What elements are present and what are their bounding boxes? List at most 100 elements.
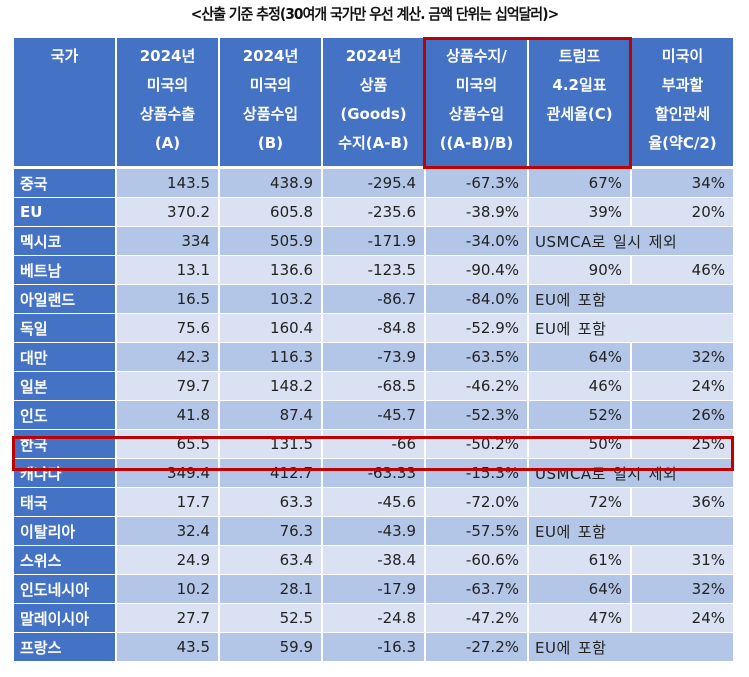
- country-cell: 프랑스: [14, 632, 117, 662]
- header-line: 국가: [50, 47, 79, 65]
- note-cell: EU에 포함: [527, 516, 735, 546]
- balance-cell: -84.8: [321, 313, 426, 343]
- exports-cell: 79.7: [115, 371, 220, 401]
- balance-cell: -24.8: [321, 603, 426, 633]
- ratio-cell: -67.3%: [424, 167, 529, 198]
- table-row: 멕시코 334 505.9 -171.9 -34.0% USMCA로 일시 제외: [14, 226, 735, 256]
- imports-cell: 59.9: [218, 632, 323, 662]
- balance-cell: -123.5: [321, 255, 426, 285]
- discount-tariff-cell: 26%: [630, 400, 735, 430]
- balance-cell: -16.3: [321, 632, 426, 662]
- exports-cell: 334: [115, 226, 220, 256]
- balance-cell: -38.4: [321, 545, 426, 575]
- note-word: 포함: [577, 522, 607, 541]
- exports-cell: 75.6: [115, 313, 220, 343]
- ratio-cell: -50.2%: [424, 429, 529, 459]
- note-word: USMCA로: [535, 464, 606, 483]
- tariff-cell: 64%: [527, 574, 632, 604]
- note-cell: EU에 포함: [527, 313, 735, 343]
- country-cell: 스위스: [14, 545, 117, 575]
- table-row: 인도네시아 10.2 28.1 -17.9 -63.7% 64% 32%: [14, 574, 735, 604]
- ratio-cell: -15.3%: [424, 458, 529, 488]
- header-balance-a-b: 2024년 상품 (Goods) 수지(A-B): [321, 38, 426, 169]
- table-row: 인도 41.8 87.4 -45.7 -52.3% 52% 26%: [14, 400, 735, 430]
- header-line: 상품수입: [448, 105, 505, 123]
- note-cell: EU에 포함: [527, 632, 735, 662]
- header-line: 수지(A-B): [338, 134, 409, 152]
- exports-cell: 42.3: [115, 342, 220, 372]
- header-line: 상품수출: [139, 105, 196, 123]
- discount-tariff-cell: 46%: [630, 255, 735, 285]
- header-imports-b: 2024년 미국의 상품수입 (B): [218, 38, 323, 169]
- imports-cell: 52.5: [218, 603, 323, 633]
- country-cell: 멕시코: [14, 226, 117, 256]
- balance-cell: -45.6: [321, 487, 426, 517]
- header-discount-tariff: 미국이 부과할 할인관세 율(약C/2): [630, 38, 735, 169]
- balance-cell: -17.9: [321, 574, 426, 604]
- note-word: EU에: [535, 522, 571, 541]
- imports-cell: 160.4: [218, 313, 323, 343]
- exports-cell: 43.5: [115, 632, 220, 662]
- table-row: 베트남 13.1 136.6 -123.5 -90.4% 90% 46%: [14, 255, 735, 285]
- ratio-cell: -34.0%: [424, 226, 529, 256]
- discount-tariff-cell: 25%: [630, 429, 735, 459]
- note-word: 포함: [577, 319, 607, 338]
- note-word: 일시: [612, 232, 642, 251]
- tariff-cell: 67%: [527, 167, 632, 198]
- note-word: 제외: [648, 232, 678, 251]
- header-line: (Goods): [340, 105, 407, 123]
- header-line: 미국이: [661, 47, 704, 65]
- exports-cell: 17.7: [115, 487, 220, 517]
- header-line: 4.2일표: [552, 76, 607, 94]
- tariff-cell: 64%: [527, 342, 632, 372]
- country-cell: EU: [14, 197, 117, 227]
- ratio-cell: -72.0%: [424, 487, 529, 517]
- balance-cell: -86.7: [321, 284, 426, 314]
- imports-cell: 412.7: [218, 458, 323, 488]
- header-line: 미국의: [146, 76, 189, 94]
- exports-cell: 10.2: [115, 574, 220, 604]
- balance-cell: -45.7: [321, 400, 426, 430]
- tariff-cell: 90%: [527, 255, 632, 285]
- header-ratio: 상품수지/미국의 상품수입 ((A-B)/B): [424, 38, 529, 169]
- ratio-cell: -27.2%: [424, 632, 529, 662]
- balance-cell: -66: [321, 429, 426, 459]
- tariff-cell: 52%: [527, 400, 632, 430]
- imports-cell: 136.6: [218, 255, 323, 285]
- country-cell: 캐나다: [14, 458, 117, 488]
- table-row: 대만 42.3 116.3 -73.9 -63.5% 64% 32%: [14, 342, 735, 372]
- note-word: 포함: [577, 638, 607, 657]
- tariff-cell: 46%: [527, 371, 632, 401]
- ratio-cell: -52.3%: [424, 400, 529, 430]
- table-row: 독일 75.6 160.4 -84.8 -52.9% EU에 포함: [14, 313, 735, 343]
- note-cell: USMCA로 일시 제외: [527, 458, 735, 488]
- exports-cell: 143.5: [115, 167, 220, 198]
- header-line: 2024년: [139, 47, 196, 65]
- discount-tariff-cell: 31%: [630, 545, 735, 575]
- ratio-cell: -90.4%: [424, 255, 529, 285]
- ratio-cell: -52.9%: [424, 313, 529, 343]
- header-country: 국가: [14, 38, 117, 169]
- table-row: 중국 143.5 438.9 -295.4 -67.3% 67% 34%: [14, 167, 735, 198]
- imports-cell: 63.4: [218, 545, 323, 575]
- ratio-cell: -57.5%: [424, 516, 529, 546]
- country-cell: 아일랜드: [14, 284, 117, 314]
- header-line: 2024년: [242, 47, 299, 65]
- tariff-cell: 47%: [527, 603, 632, 633]
- note-word: EU에: [535, 319, 571, 338]
- header-line: 상품수지/: [446, 47, 507, 65]
- table-row: EU 370.2 605.8 -235.6 -38.9% 39% 20%: [14, 197, 735, 227]
- imports-cell: 76.3: [218, 516, 323, 546]
- header-line: 미국의: [249, 76, 292, 94]
- tariff-cell: 61%: [527, 545, 632, 575]
- ratio-cell: -60.6%: [424, 545, 529, 575]
- exports-cell: 13.1: [115, 255, 220, 285]
- balance-cell: -63.33: [321, 458, 426, 488]
- header-line: (A): [154, 134, 181, 152]
- table-row: 프랑스 43.5 59.9 -16.3 -27.2% EU에 포함: [14, 632, 735, 662]
- note-cell: USMCA로 일시 제외: [527, 226, 735, 256]
- header-line: 할인관세: [654, 105, 711, 123]
- table-row: 이탈리아 32.4 76.3 -43.9 -57.5% EU에 포함: [14, 516, 735, 546]
- tariff-cell: 39%: [527, 197, 632, 227]
- balance-cell: -68.5: [321, 371, 426, 401]
